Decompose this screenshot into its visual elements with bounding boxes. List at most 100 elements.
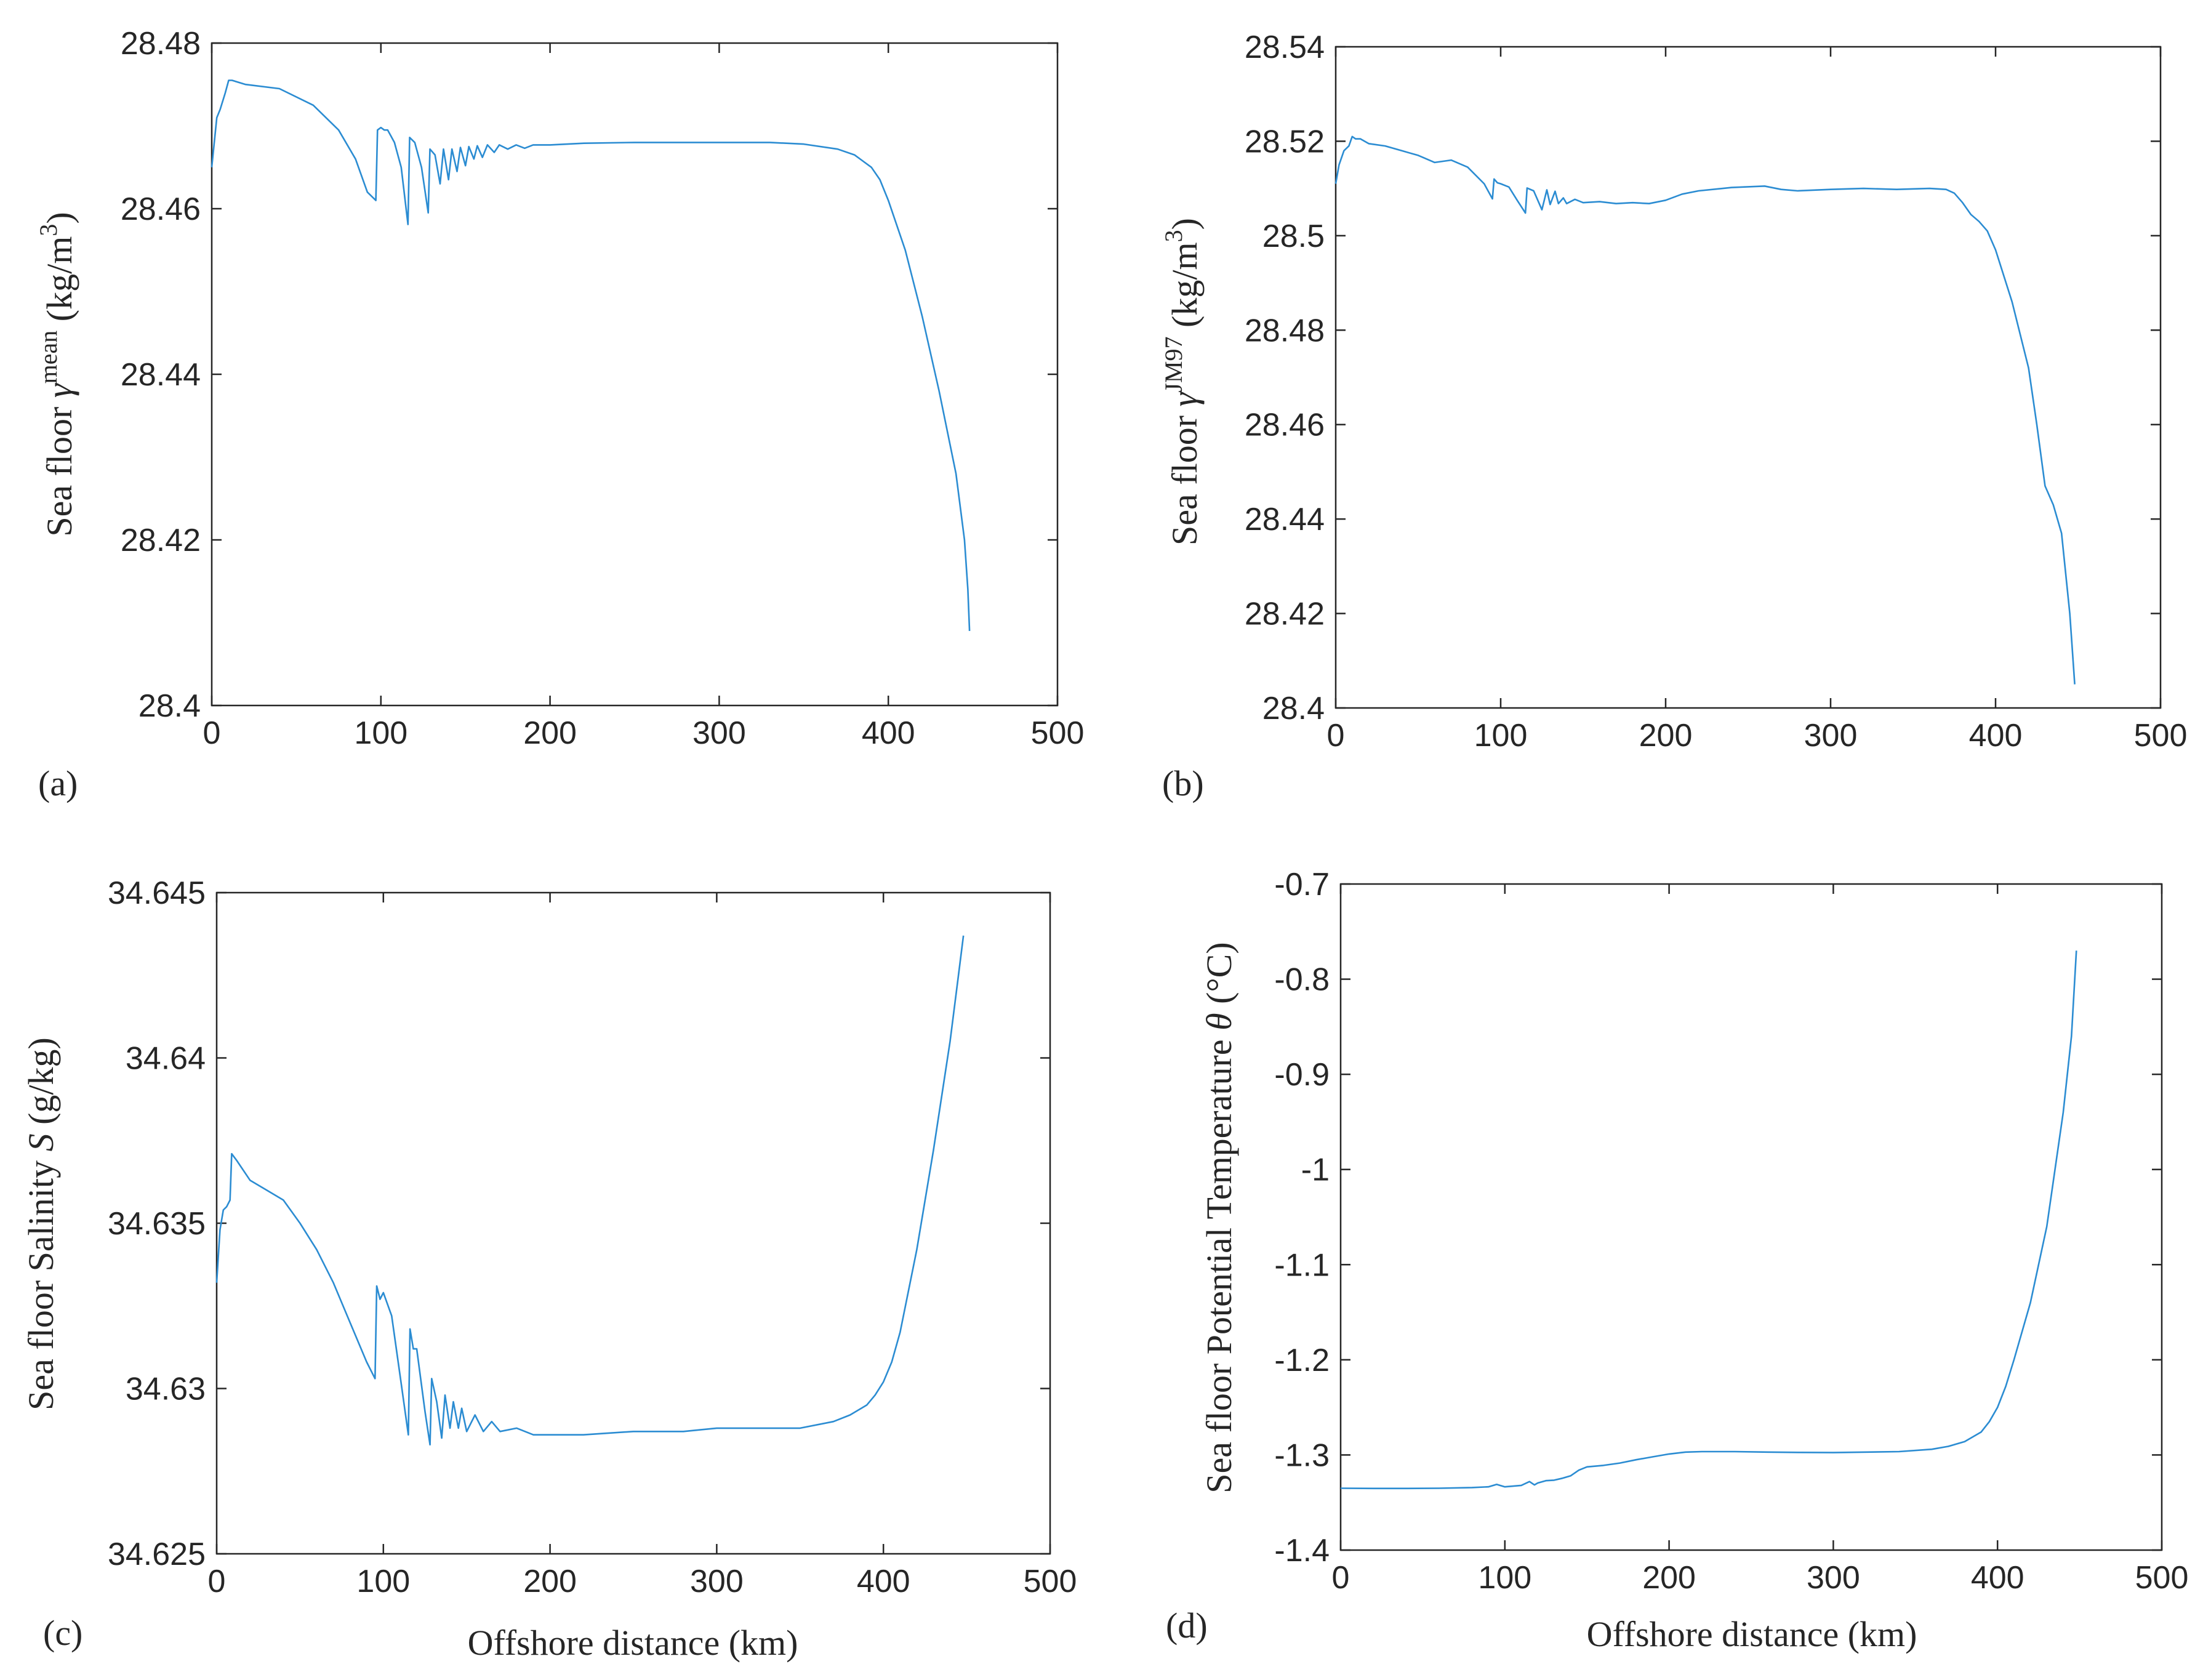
y-tick-label: 28.54 <box>1245 30 1325 65</box>
x-tick-label: 100 <box>356 1564 410 1599</box>
panel-d-axes-box <box>1339 883 2163 1551</box>
x-tick-label: 100 <box>354 715 407 751</box>
y-tick-label: 28.46 <box>121 191 201 227</box>
y-tick-label: 28.4 <box>1262 691 1325 726</box>
x-tick-label: 0 <box>203 715 221 751</box>
panel-d-ylabel-symbol: θ <box>1199 1013 1239 1031</box>
y-tick-label: -0.8 <box>1274 962 1330 998</box>
panel-b-ylabel-symbol-sup: JM97 <box>1160 336 1187 392</box>
x-tick-label: 0 <box>1327 718 1345 754</box>
panel-d-x-tick-labels: 0 100 200 300 400 500 <box>1332 1560 2189 1596</box>
panel-b-y-tick-labels: 28.4 28.42 28.44 28.46 28.48 28.5 28.52 28.54 <box>1245 30 1325 726</box>
panel-c-axes-box <box>215 891 1051 1555</box>
panel-a-x-tick-labels: 0 100 200 300 400 500 <box>203 715 1085 751</box>
panel-b-ylabel-main: Sea floor <box>1165 406 1205 545</box>
x-tick-label: 500 <box>2134 718 2188 754</box>
x-tick-label: 400 <box>857 1564 910 1599</box>
panel-c-plot-area <box>215 935 965 1446</box>
y-tick-label: 34.64 <box>126 1041 206 1077</box>
panel-a-ylabel-unit-end: ) <box>39 212 79 223</box>
panel-c-y-tick-labels: 34.625 34.63 34.635 34.64 34.645 <box>108 875 206 1572</box>
y-tick-label: 28.48 <box>1245 313 1325 348</box>
y-tick-label: -0.7 <box>1274 867 1330 902</box>
series-line-gamma_JM97 <box>1334 135 2076 685</box>
y-tick-label: 28.5 <box>1262 219 1325 254</box>
panel-c-ylabel-symbol: S <box>21 1133 61 1151</box>
panel-d-ylabel-main: Sea floor Potential Temperature <box>1199 1031 1239 1493</box>
x-tick-label: 500 <box>1031 715 1085 751</box>
y-tick-label: -1 <box>1301 1152 1330 1188</box>
x-tick-label: 100 <box>1478 1560 1531 1596</box>
panel-b-label: (b) <box>1162 763 1204 803</box>
x-tick-label: 100 <box>1474 718 1528 754</box>
panel-c-label: (c) <box>43 1613 82 1653</box>
y-tick-label: -1.1 <box>1274 1247 1330 1283</box>
panel-d-y-tick-labels: -1.4 -1.3 -1.2 -1.1 -1 -0.9 -0.8 -0.7 <box>1274 867 1330 1569</box>
y-tick-label: 28.44 <box>1245 502 1325 537</box>
panel-c-ylabel-main: Sea floor Salinity <box>21 1151 61 1410</box>
panel-d-x-axis-label: Offshore distance (km) <box>1587 1614 1917 1654</box>
panel-b-axes-box <box>1334 46 2162 709</box>
x-tick-label: 500 <box>2135 1560 2189 1596</box>
panel-b-gamma-jm97: 0 100 200 300 400 500 28.428.4228.4428.4628.4… <box>1160 30 2187 803</box>
panel-a-gamma-mean: 0 100 200 300 400 500 28.428.4228.4428.4628.4… <box>34 26 1084 803</box>
series-line-theta <box>1340 951 2077 1490</box>
panel-a-ylabel-symbol: γ <box>39 382 79 398</box>
panel-d-plot-area <box>1340 951 2077 1490</box>
x-tick-label: 200 <box>523 715 577 751</box>
x-tick-label: 200 <box>523 1564 577 1599</box>
y-tick-label: -1.3 <box>1274 1437 1330 1473</box>
x-tick-label: 300 <box>692 715 746 751</box>
panel-a-ticks <box>211 42 1059 707</box>
y-tick-label: 28.48 <box>121 26 201 62</box>
panel-a-y-axis-label: Sea floor γmean (kg/m3) <box>34 212 79 536</box>
y-tick-label: 28.46 <box>1245 408 1325 443</box>
y-tick-label: 28.52 <box>1245 124 1325 159</box>
x-tick-label: 200 <box>1639 718 1693 754</box>
panel-a-ylabel-unit-sup: 3 <box>34 224 62 236</box>
y-tick-label: 34.625 <box>108 1537 206 1572</box>
panel-d-y-axis-label: Sea floor Potential Temperature θ (°C) <box>1199 942 1239 1493</box>
x-tick-label: 500 <box>1024 1564 1077 1599</box>
panel-c-ticks <box>215 891 1051 1555</box>
panel-c-y-axis-label: Sea floor Salinity S (g/kg) <box>21 1037 61 1410</box>
series-line-gamma_mean <box>211 79 971 631</box>
x-tick-label: 0 <box>208 1564 226 1599</box>
y-tick-label: 28.4 <box>138 688 201 724</box>
panel-c-salinity: 0 100 200 300 400 500 34.62534.6334.63534.643… <box>21 875 1077 1663</box>
y-tick-label: 34.63 <box>126 1372 206 1407</box>
panel-c-x-axis-label: Offshore distance (km) <box>468 1623 798 1663</box>
y-tick-label: 28.42 <box>1245 597 1325 632</box>
x-tick-label: 400 <box>862 715 915 751</box>
y-tick-label: 34.635 <box>108 1206 206 1242</box>
panel-d-ylabel-unit: (°C) <box>1199 942 1239 1013</box>
x-tick-label: 200 <box>1642 1560 1696 1596</box>
panel-a-ylabel-symbol-sup: mean <box>34 331 62 384</box>
y-tick-label: 34.645 <box>108 875 206 911</box>
x-tick-label: 300 <box>1807 1560 1860 1596</box>
panel-d-label: (d) <box>1166 1606 1208 1646</box>
y-tick-label: 28.44 <box>121 357 201 393</box>
panel-a-ylabel-unit: (kg/m <box>39 236 79 331</box>
panel-b-ylabel-unit-end: ) <box>1165 218 1205 230</box>
x-tick-label: 400 <box>1971 1560 2024 1596</box>
x-tick-label: 400 <box>1969 718 2023 754</box>
panel-a-y-tick-labels: 28.4 28.42 28.44 28.46 28.48 <box>121 26 201 724</box>
panel-b-ticks <box>1334 46 2162 709</box>
series-line-salinity <box>215 935 965 1446</box>
y-tick-label: -1.2 <box>1274 1343 1330 1378</box>
x-tick-label: 300 <box>690 1564 744 1599</box>
panel-b-ylabel-symbol: γ <box>1165 391 1205 406</box>
y-tick-label: -0.9 <box>1274 1057 1330 1093</box>
panel-b-plot-area <box>1334 135 2076 685</box>
panel-a-ylabel-main: Sea floor <box>39 398 79 537</box>
panel-b-ylabel-unit: (kg/m <box>1165 242 1205 336</box>
panel-d-potential-temperature: 0 100 200 300 400 500 -1.4-1.3-1.2-1.1-1-0.9-… <box>1166 867 2188 1654</box>
panel-c-x-tick-labels: 0 100 200 300 400 500 <box>208 1564 1077 1599</box>
panel-c-ylabel-unit: (g/kg) <box>21 1037 61 1133</box>
panel-d-ticks <box>1339 883 2163 1551</box>
panel-b-x-tick-labels: 0 100 200 300 400 500 <box>1327 718 2188 754</box>
y-tick-label: -1.4 <box>1274 1533 1330 1569</box>
panel-b-ylabel-unit-sup: 3 <box>1160 230 1187 242</box>
